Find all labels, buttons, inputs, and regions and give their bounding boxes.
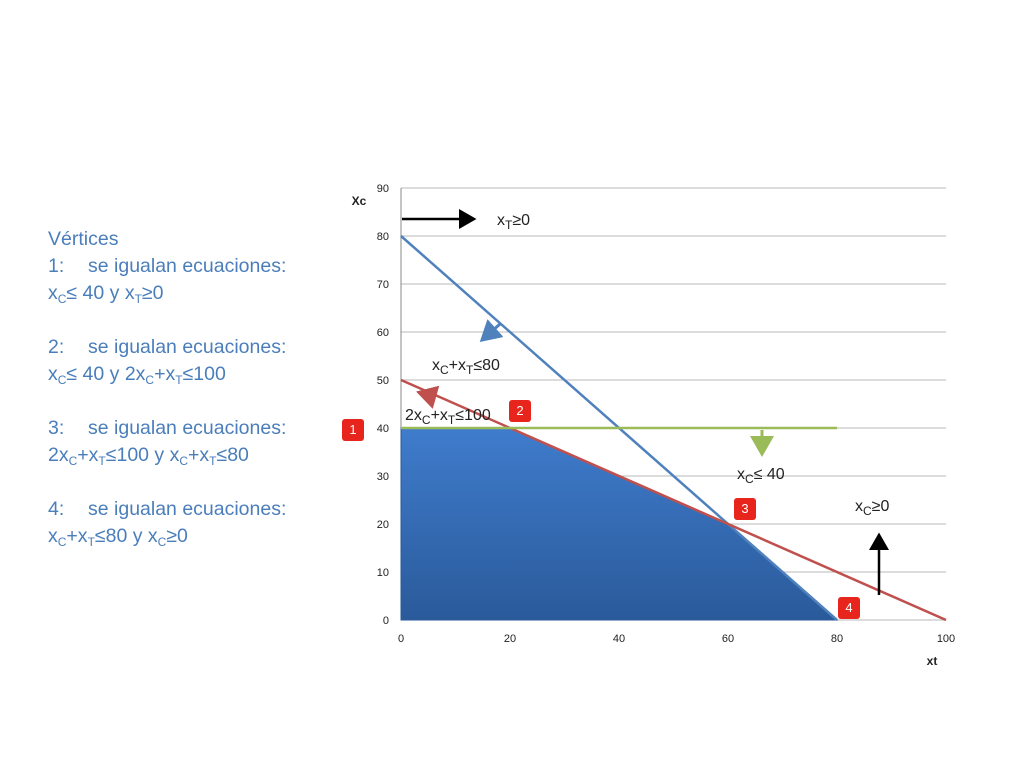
- vertices-heading: Vértices: [48, 228, 119, 250]
- vertex-title: se igualan ecuaciones:: [88, 255, 287, 277]
- x-tick-label: 60: [722, 633, 734, 645]
- x-tick-label: 40: [613, 633, 625, 645]
- xc-nonneg-label: xC≥0: [855, 498, 890, 518]
- y-tick-label: 20: [377, 519, 389, 531]
- y-tick-label: 10: [377, 567, 389, 579]
- vertex-title: se igualan ecuaciones:: [88, 417, 287, 439]
- vertex-item-title: 2: se igualan ecuaciones:: [48, 334, 338, 361]
- vertex-number: 1:: [48, 255, 65, 277]
- x-axis-title: xt: [927, 654, 938, 668]
- 2xc-constraint-arrow: [415, 385, 440, 409]
- 2xc-constraint-label: 2xC+xT≤100: [405, 407, 491, 427]
- vertex-number: 4:: [48, 498, 65, 520]
- vertex-equations: xC≤ 40 y 2xC+xT≤100: [48, 363, 226, 387]
- y-tick-label: 0: [383, 615, 389, 627]
- vertex-number: 3:: [48, 417, 65, 439]
- vertex-title: se igualan ecuaciones:: [88, 498, 287, 520]
- vertex-number: 2:: [48, 336, 65, 358]
- vertex-marker-2: 2: [509, 400, 531, 422]
- vertex-marker-1: 1: [342, 419, 364, 441]
- sum-constraint-label: xC+xT≤80: [432, 357, 500, 377]
- vertex-title: se igualan ecuaciones:: [88, 336, 287, 358]
- vertices-text-panel: Vértices 1: se igualan ecuaciones: xC≤ 40 …: [48, 226, 338, 577]
- y-axis-title: Xc: [352, 194, 367, 208]
- vertex-equations: xC+xT≤80 y xC≥0: [48, 525, 188, 549]
- sum-constraint-arrow: [479, 319, 504, 342]
- x-tick-label: 100: [937, 633, 955, 645]
- vertices-list: 1: se igualan ecuaciones: xC≤ 40 y xT≥0 2: s…: [48, 253, 338, 550]
- xc-40-constraint-label: xC≤ 40: [737, 466, 785, 486]
- vertex-item-title: 3: se igualan ecuaciones:: [48, 415, 338, 442]
- y-tick-label: 30: [377, 471, 389, 483]
- x-tick-label: 0: [398, 633, 404, 645]
- vertex-item-2: 2: se igualan ecuaciones: xC≤ 40 y 2xC+xT≤…: [48, 334, 338, 388]
- x-tick-label: 20: [504, 633, 516, 645]
- y-tick-label: 40: [377, 423, 389, 435]
- xt-nonneg-label: xT≥0: [497, 212, 531, 232]
- vertex-item-title: 1: se igualan ecuaciones:: [48, 253, 338, 280]
- y-tick-label: 90: [377, 183, 389, 195]
- vertex-equations: 2xC+xT≤100 y xC+xT≤80: [48, 444, 249, 468]
- y-tick-label: 50: [377, 375, 389, 387]
- y-tick-label: 80: [377, 231, 389, 243]
- constraint-line-2xc-100: [400, 378, 947, 622]
- vertex-marker-3: 3: [734, 498, 756, 520]
- y-tick-label: 70: [377, 279, 389, 291]
- vertex-marker-4: 4: [838, 597, 860, 619]
- x-tick-label: 80: [831, 633, 843, 645]
- vertex-item-title: 4: se igualan ecuaciones:: [48, 496, 338, 523]
- y-tick-label: 60: [377, 327, 389, 339]
- vertex-equations: xC≤ 40 y xT≥0: [48, 282, 164, 306]
- vertex-item-3: 3: se igualan ecuaciones: 2xC+xT≤100 y xC+…: [48, 415, 338, 469]
- vertex-item-1: 1: se igualan ecuaciones: xC≤ 40 y xT≥0: [48, 253, 338, 307]
- vertex-item-4: 4: se igualan ecuaciones: xC+xT≤80 y xC≥0: [48, 496, 338, 550]
